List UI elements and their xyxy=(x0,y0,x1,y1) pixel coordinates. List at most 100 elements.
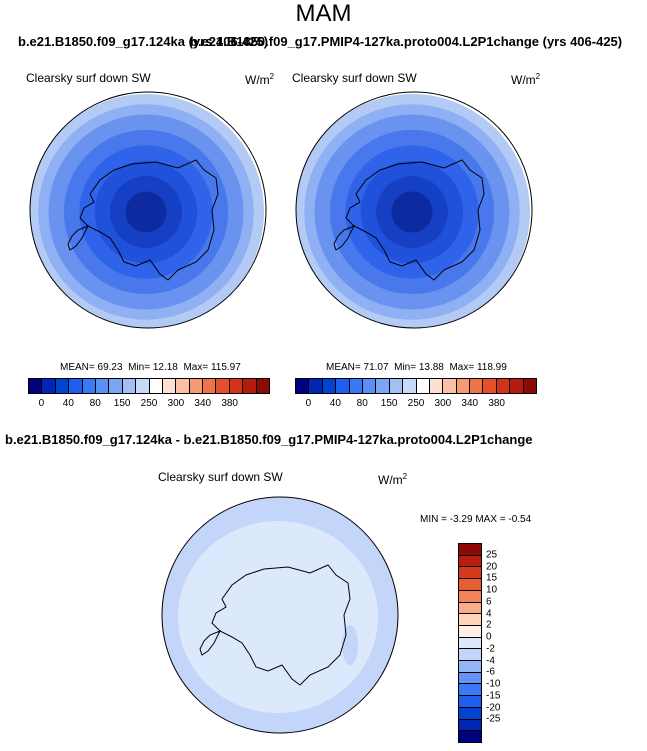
panel3-variable-label: Clearsky surf down SW xyxy=(158,470,283,484)
colorbar-swatch xyxy=(459,672,481,685)
colorbar-tick-label: 80 xyxy=(89,398,101,409)
panel2-units: W/m2 xyxy=(511,72,541,87)
colorbar-tick-label: 40 xyxy=(62,398,74,409)
right-case-title: b.e21.B1850.f09_g17.PMIP4-127ka.proto004… xyxy=(190,34,623,49)
panel1-variable-label: Clearsky surf down SW xyxy=(26,71,151,85)
colorbar-tick-label: 2 xyxy=(486,619,492,631)
colorbar-swatch xyxy=(109,379,123,393)
colorbar-swatch xyxy=(55,379,70,393)
colorbar-swatch xyxy=(229,379,244,393)
left-case-title: b.e21.B1850.f09_g17.124ka (yrs 406-425) xyxy=(18,34,269,49)
colorbar-tick-label: -20 xyxy=(486,702,501,714)
colorbar-swatch xyxy=(69,379,83,393)
colorbar-tick-label: 150 xyxy=(113,398,131,409)
panel1-min-value: 12.18 xyxy=(152,362,178,373)
colorbar-swatch xyxy=(459,719,481,732)
colorbar-tick-label: 300 xyxy=(167,398,185,409)
colorbar-swatch xyxy=(176,379,190,393)
panel2-min-label: Min= xyxy=(394,362,417,373)
colorbar-tick-label: 300 xyxy=(434,398,452,409)
colorbar-swatch xyxy=(243,379,257,393)
panel1-units: W/m2 xyxy=(245,72,275,87)
colorbar-tick-label: 380 xyxy=(488,398,505,409)
colorbar-swatch xyxy=(189,379,204,393)
colorbar-swatch xyxy=(122,379,137,393)
panel2-polar-map xyxy=(295,91,533,329)
colorbar-swatch xyxy=(42,379,56,393)
colorbar-swatch xyxy=(136,379,150,393)
colorbar-tick-label: -4 xyxy=(486,655,495,667)
panel2-min-value: 13.88 xyxy=(418,362,444,373)
colorbar-swatch xyxy=(483,379,497,393)
colorbar-swatch xyxy=(429,379,444,393)
colorbar-tick-label: 0 xyxy=(38,398,45,409)
colorbar-swatch xyxy=(459,544,481,556)
panel2-mean-value: 71.07 xyxy=(363,362,389,373)
colorbar-tick-label: 40 xyxy=(329,398,341,409)
field-layer xyxy=(30,94,264,328)
map-border xyxy=(295,91,533,329)
panel3-polar-map xyxy=(161,496,399,734)
colorbar-swatch xyxy=(459,625,481,638)
panel2-max-value: 118.99 xyxy=(476,362,507,373)
colorbar-swatch xyxy=(523,379,537,393)
panel3-min-label: MIN = xyxy=(420,514,447,525)
colorbar-swatch xyxy=(362,379,377,393)
colorbar-swatch xyxy=(459,555,481,568)
colorbar-tick-label: -2 xyxy=(486,643,495,655)
colorbar-swatch xyxy=(309,379,323,393)
panel2-stats: MEAN= 71.07 Min= 13.88 Max= 118.99 xyxy=(326,362,507,373)
colorbar-tick-label: -15 xyxy=(486,690,501,702)
colorbar-tick-label: 15 xyxy=(486,572,498,584)
panel1-mean-label: MEAN= xyxy=(60,362,95,373)
field-layer xyxy=(296,94,530,328)
panel3-min-value: -3.29 xyxy=(449,514,473,525)
panel2-max-label: Max= xyxy=(449,362,475,373)
map-border xyxy=(29,91,267,329)
colorbar-swatch xyxy=(459,661,481,673)
colorbar-tick-label: 340 xyxy=(194,398,212,409)
colorbar-swatch xyxy=(389,379,404,393)
colorbar-swatch xyxy=(443,379,457,393)
colorbar-swatch xyxy=(203,379,217,393)
colorbar-swatch xyxy=(95,379,110,393)
colorbar-tick-label: 250 xyxy=(140,398,158,409)
colorbar-tick-label: 10 xyxy=(486,584,498,596)
colorbar-swatch xyxy=(459,731,481,742)
colorbar-swatch xyxy=(459,649,481,662)
colorbar-swatch xyxy=(459,590,481,603)
colorbar-swatch xyxy=(459,579,481,591)
panel3-max-label: MAX = xyxy=(475,514,506,525)
panel1-mean-value: 69.23 xyxy=(97,362,123,373)
colorbar-swatch xyxy=(456,379,471,393)
panel1-min-label: Min= xyxy=(128,362,151,373)
field-layer xyxy=(162,497,398,733)
colorbar-tick-label: 250 xyxy=(407,398,425,409)
colorbar-swatch xyxy=(470,379,484,393)
colorbar-swatch xyxy=(256,379,270,393)
panel2-colorbar xyxy=(295,378,537,394)
colorbar-tick-label: 4 xyxy=(486,608,492,620)
colorbar-tick-label: 340 xyxy=(461,398,479,409)
colorbar-swatch xyxy=(403,379,417,393)
colorbar-swatch xyxy=(459,567,481,580)
colorbar-swatch xyxy=(459,707,481,720)
difference-title: b.e21.B1850.f09_g17.124ka - b.e21.B1850.… xyxy=(5,432,533,447)
colorbar-tick-label: 380 xyxy=(221,398,238,409)
colorbar-tick-label: 6 xyxy=(486,596,492,608)
colorbar-swatch xyxy=(82,379,96,393)
colorbar-swatch xyxy=(459,614,481,626)
panel3-colorbar xyxy=(458,543,482,743)
panel1-colorbar xyxy=(28,378,270,394)
panel1-max-label: Max= xyxy=(183,362,209,373)
contour-ring xyxy=(391,191,433,233)
colorbar-swatch xyxy=(29,379,43,393)
colorbar-swatch xyxy=(496,379,511,393)
panel2-variable-label: Clearsky surf down SW xyxy=(292,71,417,85)
colorbar-swatch xyxy=(349,379,363,393)
panel1-polar-map xyxy=(29,91,267,329)
colorbar-swatch xyxy=(416,379,430,393)
colorbar-swatch xyxy=(322,379,337,393)
panel3-stats: MIN = -3.29 MAX = -0.54 xyxy=(420,514,531,525)
colorbar-tick-label: 80 xyxy=(356,398,368,409)
